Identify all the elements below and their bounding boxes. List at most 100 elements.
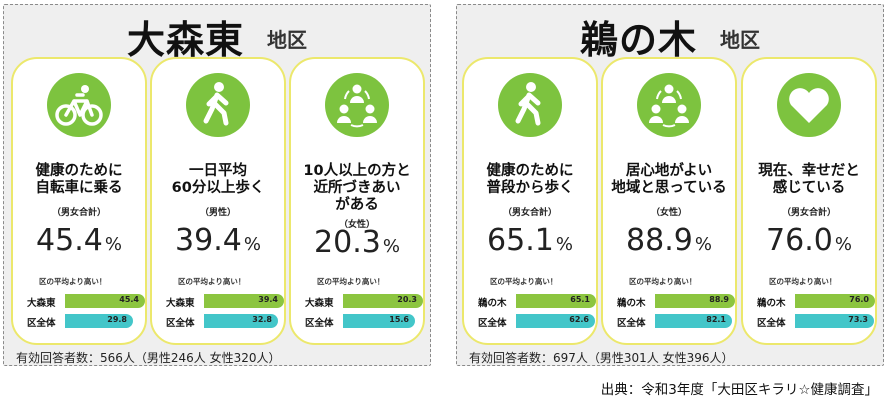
percent-unit: % — [694, 234, 712, 255]
comparison-row-label: 区全体 — [305, 318, 334, 329]
stat-card: 健康のために 普段から歩く （男女合計） 65.1% 区の平均より高い！ 鵜の木 65.1… — [462, 57, 598, 345]
comparison-bar-value: 45.4 — [119, 295, 139, 304]
comparison-row-label: 鵜の木 — [617, 298, 646, 309]
stat-value: 20.3% — [291, 225, 423, 260]
district-title: 大森東 — [126, 18, 244, 62]
comparison-row-label: 区全体 — [757, 318, 786, 329]
comparison-row-label: 鵜の木 — [478, 298, 507, 309]
district-header: 大森東 地区 — [4, 5, 430, 62]
stat-card: 居心地がよい 地域と思っている （女性） 88.9% 区の平均より高い！ 鵜の木 88.9… — [601, 57, 737, 345]
district-suffix: 地区 — [267, 28, 308, 52]
stat-value: 88.9% — [603, 223, 735, 258]
stat-number: 39.4 — [175, 223, 242, 258]
comparison-row-label: 鵜の木 — [757, 298, 786, 309]
comparison-row: 区全体 32.8 — [166, 314, 284, 329]
comparison-bar: 20.3 — [343, 294, 423, 308]
district-suffix: 地区 — [720, 28, 761, 52]
comparison-bar: 39.4 — [204, 294, 284, 308]
comparison-bar-value: 65.1 — [570, 295, 590, 304]
comparison-row-label: 区全体 — [478, 318, 507, 329]
comparison-row-label: 大森東 — [305, 298, 334, 309]
comparison-note: 区の平均より高い！ — [317, 277, 385, 286]
comparison-bar-value: 88.9 — [709, 295, 729, 304]
respondent-group: （女性） — [338, 220, 375, 230]
comparison-row: 大森東 45.4 — [27, 294, 145, 309]
stat-label: 健康のために 普段から歩く — [486, 163, 574, 196]
comparison-row: 区全体 62.6 — [478, 314, 596, 329]
comparison-bar: 76.0 — [795, 294, 875, 308]
percent-unit: % — [555, 234, 573, 255]
comparison-bar: 73.3 — [795, 314, 874, 328]
comparison-row-label: 区全体 — [166, 318, 195, 329]
comparison-row: 区全体 82.1 — [617, 314, 735, 329]
bicycle-icon — [47, 73, 111, 137]
comparison-row-label: 区全体 — [27, 318, 56, 329]
comparison-row: 大森東 39.4 — [166, 294, 284, 309]
comparison-bar-value: 76.0 — [849, 295, 869, 304]
stat-card: 10人以上の方と 近所づきあい がある （女性） 20.3% 区の平均より高い！ 大森東… — [289, 57, 425, 345]
stat-value: 39.4% — [152, 223, 284, 258]
comparison-bar-value: 29.8 — [107, 315, 127, 324]
percent-unit: % — [104, 234, 122, 255]
percent-unit: % — [382, 236, 400, 257]
stat-number: 20.3 — [314, 225, 381, 260]
stat-number: 76.0 — [766, 223, 833, 258]
district-header: 鵜の木 地区 — [457, 5, 883, 62]
stat-value: 65.1% — [464, 223, 596, 258]
comparison-row: 大森東 20.3 — [305, 294, 423, 309]
walking-person-icon — [498, 73, 562, 137]
comparison-row-label: 区全体 — [617, 318, 646, 329]
stat-value: 45.4% — [13, 223, 145, 258]
stat-label: 健康のために 自転車に乗る — [35, 163, 123, 196]
comparison-row: 区全体 73.3 — [757, 314, 875, 329]
comparison-bar-value: 73.3 — [848, 315, 868, 324]
stat-number: 45.4 — [36, 223, 103, 258]
walking-person-icon — [186, 73, 250, 137]
comparison-note: 区の平均より高い！ — [178, 277, 246, 286]
respondent-group: （男性） — [199, 208, 236, 218]
heart-icon — [777, 73, 841, 137]
stat-label: 居心地がよい 地域と思っている — [611, 163, 727, 196]
stat-card: 現在、幸せだと 感じている （男女合計） 76.0% 区の平均より高い！ 鵜の木 76.0… — [741, 57, 877, 345]
respondent-group: （女性） — [650, 208, 687, 218]
respondent-count: 有効回答者数：566人（男性246人 女性320人） — [16, 351, 281, 365]
stat-card: 一日平均 60分以上歩く （男性） 39.4% 区の平均より高い！ 大森東 39.4 区全体… — [150, 57, 286, 345]
percent-unit: % — [243, 234, 261, 255]
stat-number: 88.9 — [626, 223, 693, 258]
comparison-bar: 32.8 — [204, 314, 278, 328]
comparison-note: 区の平均より高い！ — [769, 277, 837, 286]
stat-label: 一日平均 60分以上歩く — [171, 163, 265, 196]
source-citation: 出典：令和3年度「大田区キラリ☆健康調査」 — [600, 382, 878, 398]
comparison-chart: 区の平均より高い！ 鵜の木 76.0 区全体 73.3 — [757, 276, 875, 336]
percent-unit: % — [834, 234, 852, 255]
comparison-bar: 62.6 — [516, 314, 595, 328]
community-people-icon — [325, 73, 389, 137]
community-people-icon — [637, 73, 701, 137]
comparison-row: 鵜の木 76.0 — [757, 294, 875, 309]
stat-label: 現在、幸せだと 感じている — [758, 163, 860, 196]
comparison-row: 区全体 29.8 — [27, 314, 145, 329]
comparison-bar-value: 15.6 — [389, 315, 409, 324]
comparison-chart: 区の平均より高い！ 大森東 39.4 区全体 32.8 — [166, 276, 284, 336]
stat-value: 76.0% — [743, 223, 875, 258]
comparison-bar: 29.8 — [65, 314, 133, 328]
comparison-bar-value: 39.4 — [258, 295, 278, 304]
comparison-bar-value: 20.3 — [397, 295, 417, 304]
comparison-row-label: 大森東 — [27, 298, 56, 309]
comparison-bar-value: 82.1 — [706, 315, 726, 324]
comparison-note: 区の平均より高い！ — [629, 277, 697, 286]
district-panel-omorihigashi: 大森東 地区 健康のために 自転車に乗る （男女合計） 45.4% 区の平均より高い！… — [3, 4, 431, 366]
comparison-row: 鵜の木 65.1 — [478, 294, 596, 309]
comparison-bar: 45.4 — [65, 294, 145, 308]
stat-number: 65.1 — [487, 223, 554, 258]
comparison-chart: 区の平均より高い！ 大森東 45.4 区全体 29.8 — [27, 276, 145, 336]
comparison-note: 区の平均より高い！ — [39, 277, 107, 286]
comparison-bar-value: 62.6 — [569, 315, 589, 324]
comparison-note: 区の平均より高い！ — [490, 277, 558, 286]
district-panel-unoki: 鵜の木 地区 健康のために 普段から歩く （男女合計） 65.1% 区の平均より高い！… — [456, 4, 884, 366]
comparison-bar: 15.6 — [343, 314, 415, 328]
comparison-bar: 88.9 — [655, 294, 735, 308]
comparison-bar-value: 32.8 — [252, 315, 272, 324]
comparison-chart: 区の平均より高い！ 大森東 20.3 区全体 15.6 — [305, 276, 423, 336]
respondent-count: 有効回答者数：697人（男性301人 女性396人） — [469, 351, 734, 365]
